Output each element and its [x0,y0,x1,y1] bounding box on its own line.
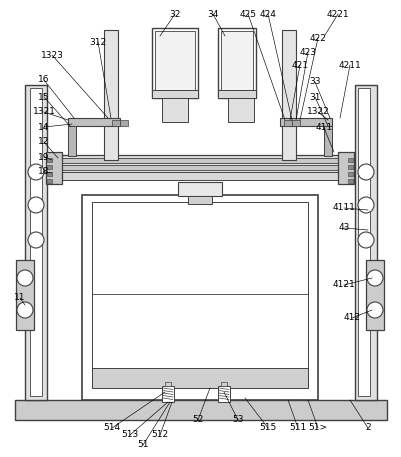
Text: 53: 53 [232,415,243,425]
Text: 11: 11 [14,293,26,303]
Bar [15,400,386,420]
Text: 4121: 4121 [332,281,354,289]
Circle shape [28,197,44,213]
Text: 32: 32 [169,10,180,18]
Text: 52: 52 [192,415,203,425]
Bar [92,202,307,387]
Text: 19: 19 [38,153,50,161]
Bar [291,120,299,126]
Bar [365,260,383,330]
Text: 12: 12 [38,138,50,147]
Bar [47,172,52,176]
Text: 425: 425 [239,10,256,18]
Text: 424: 424 [259,10,276,18]
Text: 4221: 4221 [326,10,348,18]
Bar [58,172,343,180]
Text: 51: 51 [137,441,148,450]
Text: 511: 511 [289,424,306,432]
Circle shape [357,197,373,213]
Bar [347,172,352,176]
Text: 2: 2 [364,424,370,432]
Bar [58,158,343,163]
Text: 15: 15 [38,92,50,101]
Bar [47,165,52,169]
Circle shape [357,164,373,180]
Text: 513: 513 [121,430,138,440]
Circle shape [17,302,33,318]
Bar [120,120,128,126]
Bar [47,158,52,162]
Bar [47,179,52,183]
Circle shape [366,302,382,318]
Circle shape [366,270,382,286]
Text: 16: 16 [38,75,50,85]
Text: 1323: 1323 [41,51,63,59]
Text: 515: 515 [259,424,276,432]
Bar [155,31,194,93]
Text: 422: 422 [309,33,326,43]
Circle shape [357,232,373,248]
Text: 4111: 4111 [332,203,354,213]
Text: 18: 18 [38,168,50,176]
Bar [68,126,76,156]
Text: 51>: 51> [308,424,327,432]
Bar [354,85,376,400]
Text: 421: 421 [291,60,308,69]
Bar [164,382,170,386]
Bar [104,30,118,160]
Bar [162,98,188,122]
Bar [357,88,369,396]
Bar [337,152,353,184]
Text: 312: 312 [89,37,106,47]
Text: 34: 34 [207,10,218,18]
Bar [347,165,352,169]
Bar [92,368,307,388]
Text: 514: 514 [103,424,120,432]
Bar [347,158,352,162]
Bar [221,382,227,386]
Bar [82,195,317,400]
Text: 423: 423 [299,48,316,57]
Text: 512: 512 [151,430,168,440]
Bar [16,260,34,330]
Bar [217,28,255,98]
Bar [347,179,352,183]
Bar [188,196,211,204]
Text: 4211: 4211 [338,60,360,69]
Text: 1322: 1322 [306,107,328,117]
Text: 31: 31 [308,92,320,101]
Bar [221,31,252,93]
Bar [112,120,120,126]
Bar [52,155,349,175]
Text: 1321: 1321 [32,107,55,117]
Bar [217,90,255,98]
Bar [281,30,295,160]
Bar [30,88,42,396]
Bar [217,386,229,402]
Circle shape [28,232,44,248]
Bar [46,152,62,184]
Text: 411: 411 [315,123,332,133]
Text: 33: 33 [308,78,320,86]
Bar [227,98,253,122]
Text: 43: 43 [338,223,349,233]
Bar [25,85,47,400]
Bar [178,182,221,196]
Bar [283,120,291,126]
Bar [58,165,343,170]
Bar [152,90,198,98]
Circle shape [28,164,44,180]
Text: 412: 412 [342,314,360,323]
Bar [152,28,198,98]
Bar [68,118,120,126]
Bar [279,118,331,126]
Text: 14: 14 [38,122,50,132]
Bar [323,126,331,156]
Bar [162,386,174,402]
Circle shape [17,270,33,286]
